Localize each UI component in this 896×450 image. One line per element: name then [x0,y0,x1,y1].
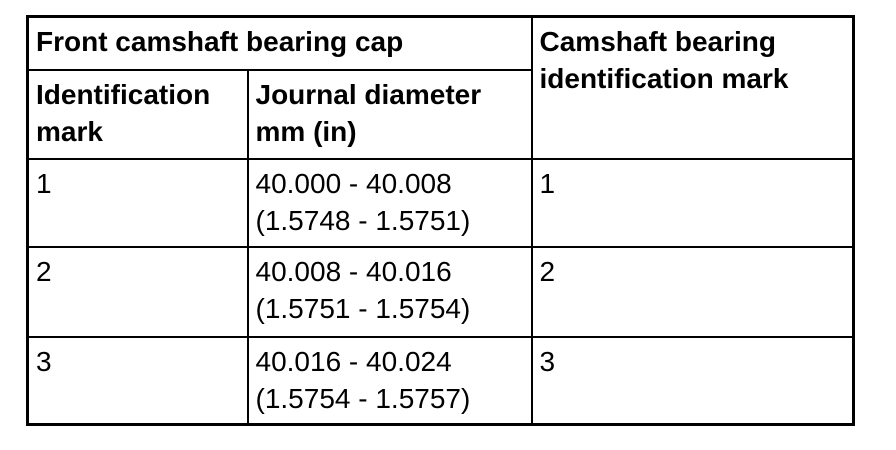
table-header-row-sub: Identification mark Journal diameter mm … [26,68,854,160]
journal-diameter-in: (1.5754 - 1.5757) [255,382,471,414]
header-front-camshaft-bearing-cap: Front camshaft bearing cap [26,15,533,71]
subheader-journal-diameter: Journal diameter mm (in) [246,68,533,160]
journal-diameter-mm: 40.000 - 40.008 [255,167,452,199]
journal-diameter-in: (1.5751 - 1.5754) [255,292,471,324]
cell-bearing-mark: 1 [530,157,855,248]
journal-diameter-mm: 40.016 - 40.024 [255,345,452,377]
cell-bearing-mark: 2 [530,245,855,338]
journal-diameter-in: (1.5748 - 1.5751) [255,204,471,236]
camshaft-bearing-spec-table: Front camshaft bearing cap Camshaft bear… [26,15,855,426]
cell-journal-diameter: 40.000 - 40.008 (1.5748 - 1.5751) [246,157,533,248]
cell-journal-diameter: 40.016 - 40.024 (1.5754 - 1.5757) [246,335,533,426]
table-header-row-top: Front camshaft bearing cap Camshaft bear… [26,15,855,160]
journal-diameter-mm: 40.008 - 40.016 [255,255,452,287]
table-row: 1 40.000 - 40.008 (1.5748 - 1.5751) 1 [26,157,855,248]
header-camshaft-bearing-identification-mark: Camshaft bearing identification mark [530,15,855,160]
cell-id-mark: 2 [26,245,249,338]
table-row: 2 40.008 - 40.016 (1.5751 - 1.5754) 2 [26,245,855,338]
subheader-identification-mark: Identification mark [26,68,249,160]
cell-journal-diameter: 40.008 - 40.016 (1.5751 - 1.5754) [246,245,533,338]
cell-id-mark: 3 [26,335,249,426]
table-row: 3 40.016 - 40.024 (1.5754 - 1.5757) 3 [26,335,855,426]
cell-id-mark: 1 [26,157,249,248]
cell-bearing-mark: 3 [530,335,855,426]
